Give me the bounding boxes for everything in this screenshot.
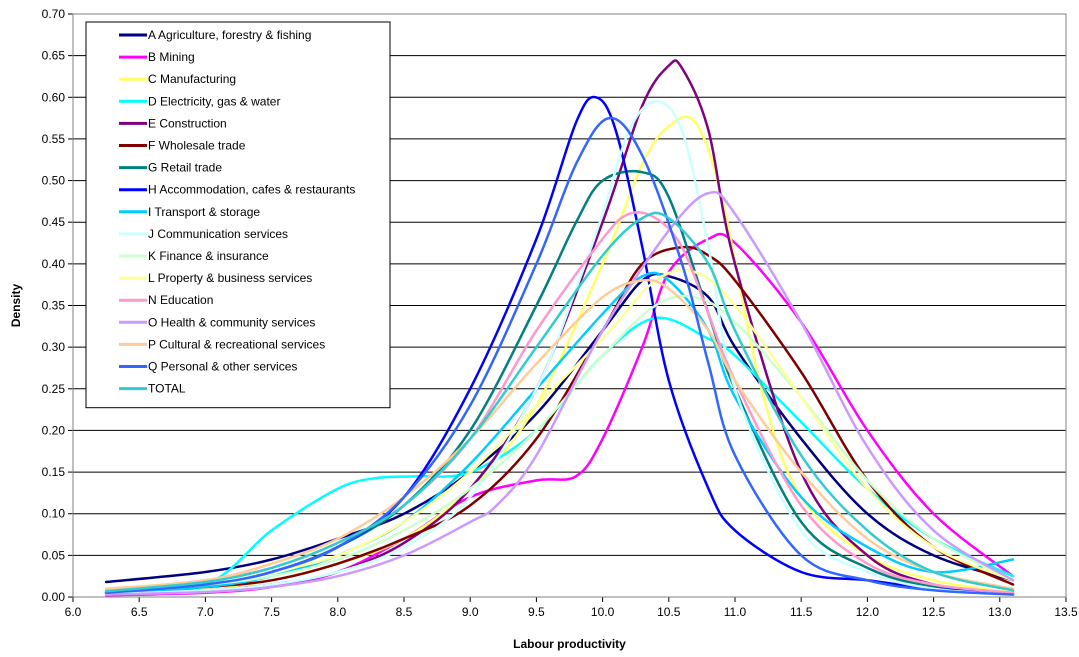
series-line-9 <box>104 100 1015 596</box>
series-line-10 <box>104 294 1015 592</box>
y-tick-label: 0.30 <box>42 340 66 354</box>
legend-label: L Property & business services <box>148 271 312 285</box>
y-tick-label: 0.15 <box>42 465 66 479</box>
legend-label: J Communication services <box>148 227 288 241</box>
legend-label: I Transport & storage <box>148 205 260 219</box>
legend-label: H Accommodation, cafes & restaurants <box>148 183 355 197</box>
legend-label: B Mining <box>148 50 195 64</box>
legend-label: A Agriculture, forestry & fishing <box>148 28 311 42</box>
x-tick-label: 12.5 <box>922 605 946 619</box>
legend-label: F Wholesale trade <box>148 139 246 153</box>
y-axis-title: Density <box>9 284 23 328</box>
series-line-14 <box>104 278 1015 590</box>
y-tick-label: 0.65 <box>42 49 66 63</box>
y-tick-label: 0.55 <box>42 132 66 146</box>
x-tick-label: 13.5 <box>1054 605 1078 619</box>
legend-label: TOTAL <box>148 382 186 396</box>
x-tick-label: 12.0 <box>856 605 880 619</box>
legend-label: G Retail trade <box>148 161 222 175</box>
legend: A Agriculture, forestry & fishing B Minin… <box>85 21 391 409</box>
legend-label: C Manufacturing <box>148 72 236 86</box>
y-tick-label: 0.60 <box>42 90 66 104</box>
x-tick-label: 10.0 <box>591 605 615 619</box>
y-tick-label: 0.25 <box>42 382 66 396</box>
plot-area-border <box>72 13 1067 598</box>
legend-label: E Construction <box>148 116 227 130</box>
x-tick-label: 8.5 <box>396 605 413 619</box>
y-tick-label: 0.05 <box>42 548 66 562</box>
x-tick-label: 6.5 <box>131 605 148 619</box>
legend-label: P Cultural & recreational services <box>148 337 325 351</box>
series-line-5 <box>104 245 1015 595</box>
y-tick-label: 0.20 <box>42 423 66 437</box>
y-tick-label: 0.50 <box>42 174 66 188</box>
y-tick-label: 0.45 <box>42 215 66 229</box>
x-tick-label: 11.5 <box>790 605 813 619</box>
series-line-16 <box>104 211 1015 593</box>
series-line-0 <box>104 272 1015 584</box>
axes: 0.00 0.05 0.10 0.15 0.20 0.25 0.30 0.35 0.40 0.45… <box>42 7 1078 619</box>
x-tick-label: 9.0 <box>462 605 479 619</box>
x-tick-label: 11.0 <box>724 605 747 619</box>
y-tick-label: 0.35 <box>42 299 66 313</box>
y-tick-label: 0.10 <box>42 507 66 521</box>
series-lines <box>104 59 1015 597</box>
series-line-11 <box>104 268 1015 593</box>
legend-label: O Health & community services <box>148 315 315 329</box>
y-tick-label: 0.40 <box>42 257 66 271</box>
x-tick-label: 10.5 <box>657 605 681 619</box>
series-line-8 <box>104 271 1015 595</box>
x-tick-label: 7.0 <box>197 605 214 619</box>
legend-label: N Education <box>148 293 213 307</box>
legend-label: D Electricity, gas & water <box>148 94 280 108</box>
x-tick-label: 13.0 <box>988 605 1012 619</box>
legend-label: K Finance & insurance <box>148 249 269 263</box>
legend-label: Q Personal & other services <box>148 360 297 374</box>
series-line-13 <box>104 190 1015 596</box>
x-tick-label: 6.0 <box>65 605 82 619</box>
x-axis-title: Labour productivity <box>513 637 626 651</box>
y-tick-label: 0.70 <box>42 7 66 21</box>
x-tick-label: 9.5 <box>528 605 545 619</box>
series-line-15 <box>104 116 1015 596</box>
x-tick-label: 7.5 <box>263 605 280 619</box>
x-tick-label: 8.0 <box>329 605 346 619</box>
y-tick-label: 0.00 <box>42 590 66 604</box>
